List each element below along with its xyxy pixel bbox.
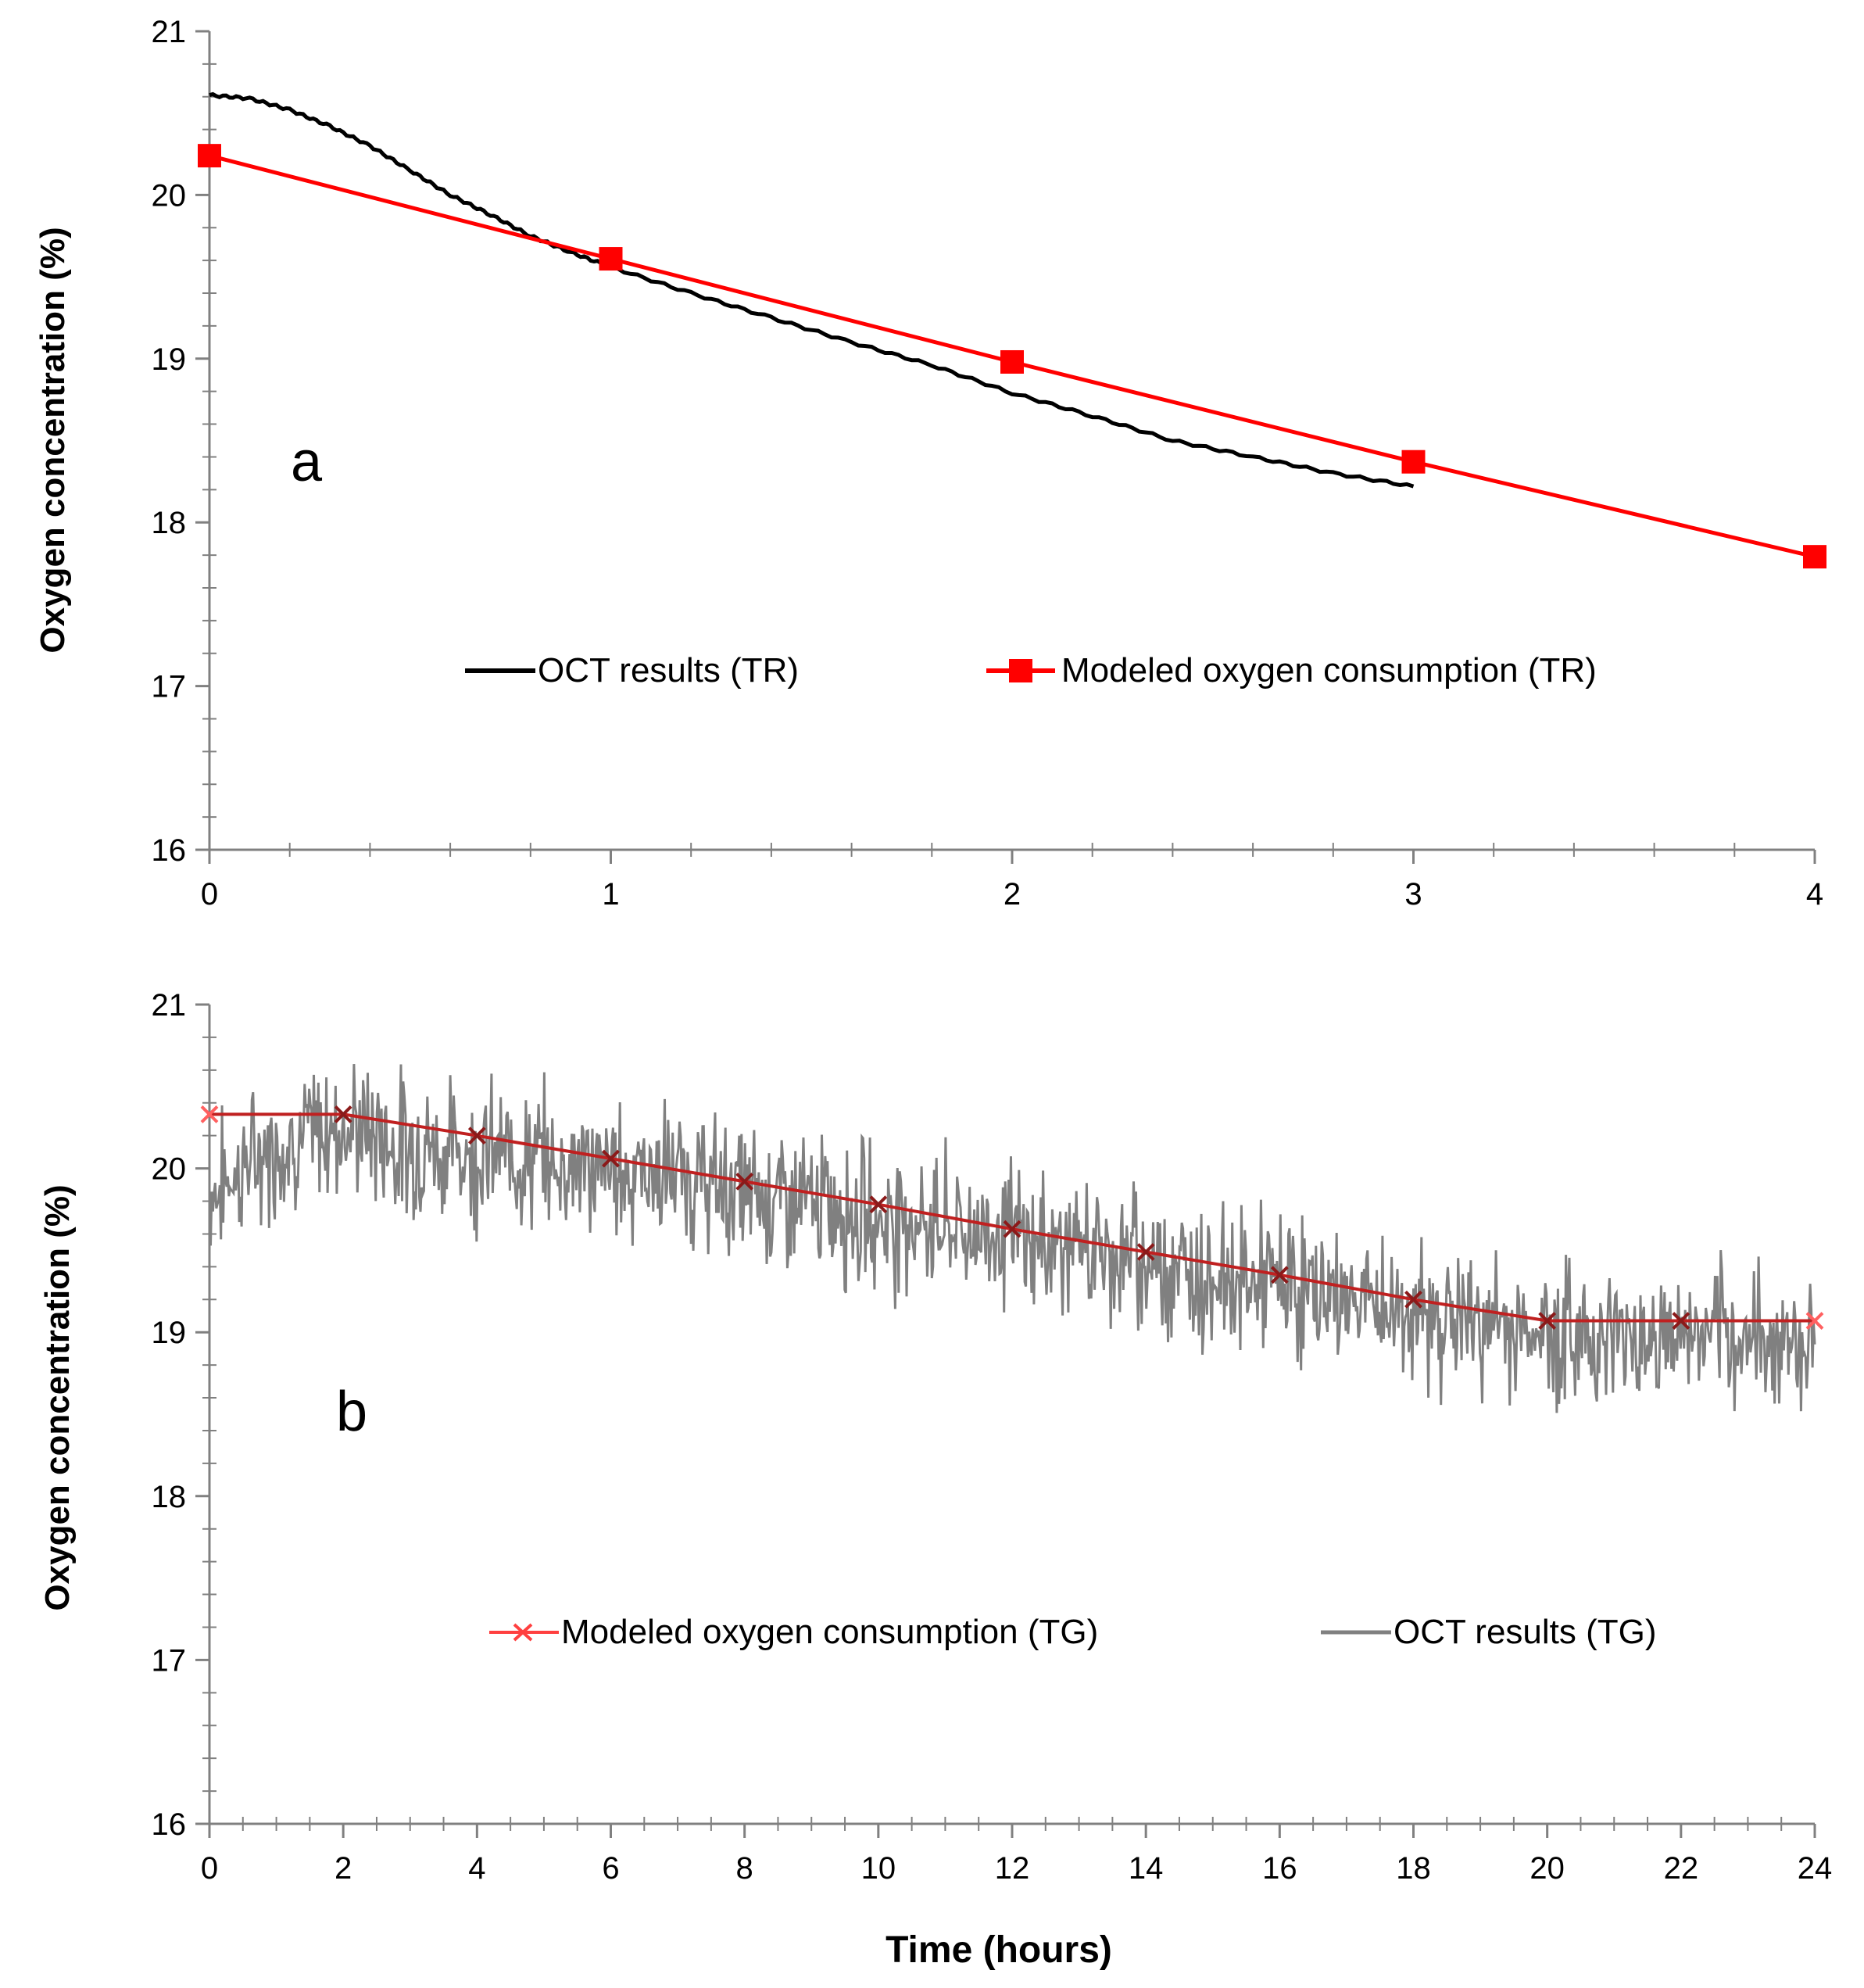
x-tick-label: 8	[736, 1851, 753, 1886]
x-tick-label: 12	[995, 1851, 1030, 1886]
y-tick-label: 18	[152, 506, 187, 540]
data-point-modeled-tg	[467, 1127, 486, 1145]
axes-a: 16 17 18 19 20 21 0 1 2 3 4	[152, 15, 1824, 912]
panel-label-b: b	[336, 1381, 367, 1443]
x-tick-label: 0	[201, 1851, 218, 1886]
y-tick-label: 16	[152, 833, 187, 868]
legend-b: Modeled oxygen consumption (TG) OCT resu…	[489, 1613, 1657, 1651]
data-point-modeled-tg	[869, 1195, 888, 1214]
x-tick-label: 4	[1806, 877, 1823, 912]
y-axis-label-a: Oxygen concentration (%)	[34, 227, 72, 653]
y-tick-label: 21	[152, 988, 187, 1023]
data-point-modeled-tg	[1136, 1243, 1155, 1261]
data-point-modeled-tg	[1805, 1312, 1824, 1330]
y-tick-label: 19	[152, 1316, 187, 1350]
plot-area-b	[200, 1064, 1824, 1413]
legend-label-oct-tr: OCT results (TR)	[538, 651, 799, 690]
legend-marker-modeled-tg	[513, 1623, 533, 1642]
x-tick-label: 0	[201, 877, 218, 912]
panel-label-a: a	[291, 431, 323, 493]
x-tick-label: 4	[468, 1851, 485, 1886]
plot-area-a	[198, 91, 1826, 569]
y-tick-label: 19	[152, 342, 187, 377]
x-tick-label: 24	[1798, 1851, 1833, 1886]
data-point-modeled-tg	[334, 1105, 352, 1123]
data-point-modeled-tg	[1003, 1220, 1021, 1238]
legend-a: OCT results (TR) Modeled oxygen consumpt…	[465, 651, 1597, 690]
data-point-modeled-tg	[1270, 1266, 1289, 1284]
x-tick-label: 10	[861, 1851, 896, 1886]
data-point-modeled-tr	[1803, 545, 1826, 569]
data-point-modeled-tr	[1000, 349, 1024, 374]
data-point-modeled-tr	[198, 144, 221, 168]
data-point-modeled-tg	[735, 1172, 754, 1191]
x-tick-label: 6	[602, 1851, 619, 1886]
y-tick-label: 18	[152, 1480, 187, 1514]
data-point-modeled-tg	[1404, 1290, 1422, 1309]
data-point-modeled-tr	[1401, 450, 1426, 474]
y-tick-label: 20	[152, 178, 187, 213]
legend-label-modeled-tg: Modeled oxygen consumption (TG)	[561, 1613, 1098, 1651]
y-axis-label-b: Oxygen concentration (%)	[38, 1184, 77, 1610]
x-tick-label: 16	[1262, 1851, 1297, 1886]
x-axis-label-b: Time (hours)	[885, 1929, 1112, 1971]
x-tick-label: 2	[1004, 877, 1021, 912]
x-tick-label: 2	[335, 1851, 352, 1886]
x-tick-label: 14	[1129, 1851, 1164, 1886]
data-point-modeled-tr	[599, 247, 623, 271]
x-tick-label: 22	[1664, 1851, 1699, 1886]
x-tick-label: 3	[1404, 877, 1422, 912]
y-tick-label: 17	[152, 670, 187, 704]
y-tick-label: 20	[152, 1152, 187, 1187]
x-tick-label: 20	[1529, 1851, 1565, 1886]
data-point-modeled-tg	[1672, 1312, 1690, 1330]
y-tick-label: 16	[152, 1807, 187, 1842]
y-tick-label: 17	[152, 1643, 187, 1678]
data-point-modeled-tg	[602, 1149, 620, 1168]
chart-panel-a: 16 17 18 19 20 21 0 1 2 3 4 Oxygen concentration (…	[34, 15, 1826, 912]
x-tick-label: 18	[1396, 1851, 1431, 1886]
data-point-modeled-tg	[200, 1105, 219, 1123]
legend-marker-modeled-tr	[1009, 659, 1032, 682]
data-point-modeled-tg	[1538, 1312, 1557, 1330]
legend-label-oct-tg: OCT results (TG)	[1394, 1613, 1657, 1651]
legend-label-modeled-tr: Modeled oxygen consumption (TR)	[1061, 651, 1597, 690]
x-tick-label: 1	[602, 877, 619, 912]
y-tick-label: 21	[152, 15, 187, 49]
